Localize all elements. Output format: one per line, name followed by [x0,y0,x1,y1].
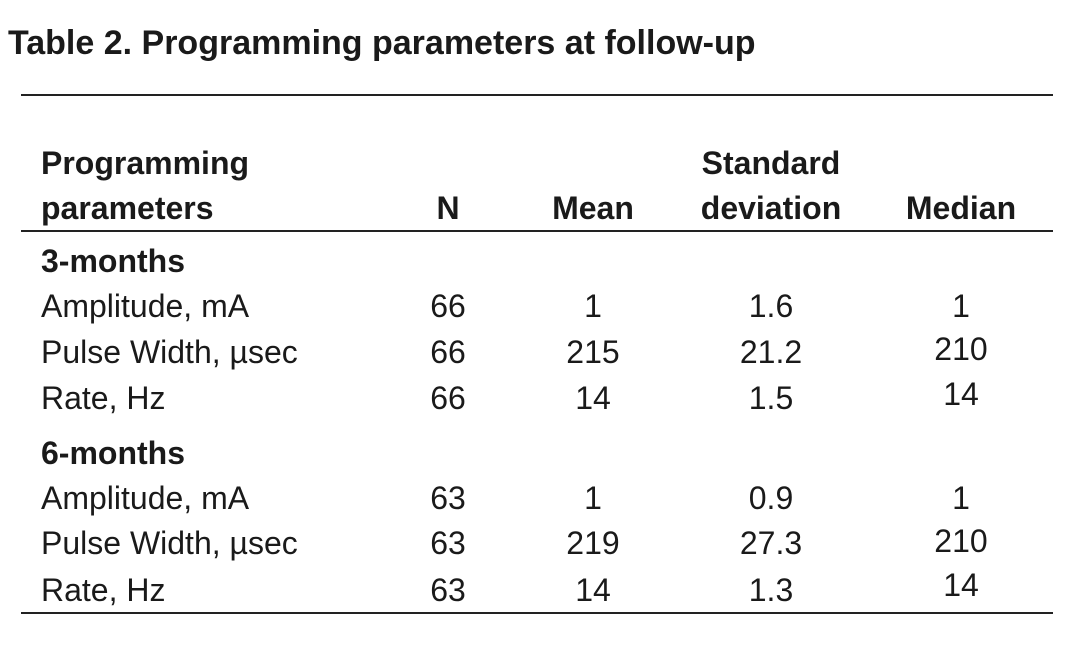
row-n: 66 [430,334,466,370]
row-param: Pulse Width, µsec [41,334,298,370]
row-mean: 14 [575,572,611,608]
row-mean: 1 [584,288,602,324]
header-median: Median [905,190,1017,226]
header-sd-line1: Standard [701,145,841,181]
bottom-rule [21,612,1053,614]
group-label: 3-months [41,243,185,279]
row-param: Pulse Width, µsec [41,525,298,561]
table-title: Table 2. Programming parameters at follo… [8,24,756,62]
row-n: 66 [430,380,466,416]
header-param-line2: parameters [41,190,214,226]
header-sd-line2: deviation [700,190,842,226]
row-param: Amplitude, mA [41,480,250,516]
row-mean: 215 [566,334,620,370]
top-rule [21,94,1053,96]
row-n: 63 [430,480,466,516]
row-param: Rate, Hz [41,572,166,608]
row-median: 14 [943,376,979,412]
row-param: Rate, Hz [41,380,166,416]
row-mean: 14 [575,380,611,416]
header-rule [21,230,1053,232]
header-param-line1: Programming [41,145,250,181]
row-param: Amplitude, mA [41,288,250,324]
row-mean: 1 [584,480,602,516]
row-n: 63 [430,572,466,608]
row-sd: 1.5 [748,380,794,416]
row-sd: 1.3 [748,572,794,608]
row-median: 1 [952,288,970,324]
row-median: 210 [934,523,988,559]
row-sd: 21.2 [739,334,803,370]
group-label: 6-months [41,435,185,471]
row-sd: 27.3 [739,525,803,561]
header-mean: Mean [552,190,634,226]
row-median: 1 [952,480,970,516]
row-median: 14 [943,567,979,603]
row-n: 63 [430,525,466,561]
row-mean: 219 [566,525,620,561]
row-n: 66 [430,288,466,324]
row-sd: 0.9 [748,480,794,516]
row-median: 210 [934,331,988,367]
row-sd: 1.6 [748,288,794,324]
header-n: N [436,190,460,226]
